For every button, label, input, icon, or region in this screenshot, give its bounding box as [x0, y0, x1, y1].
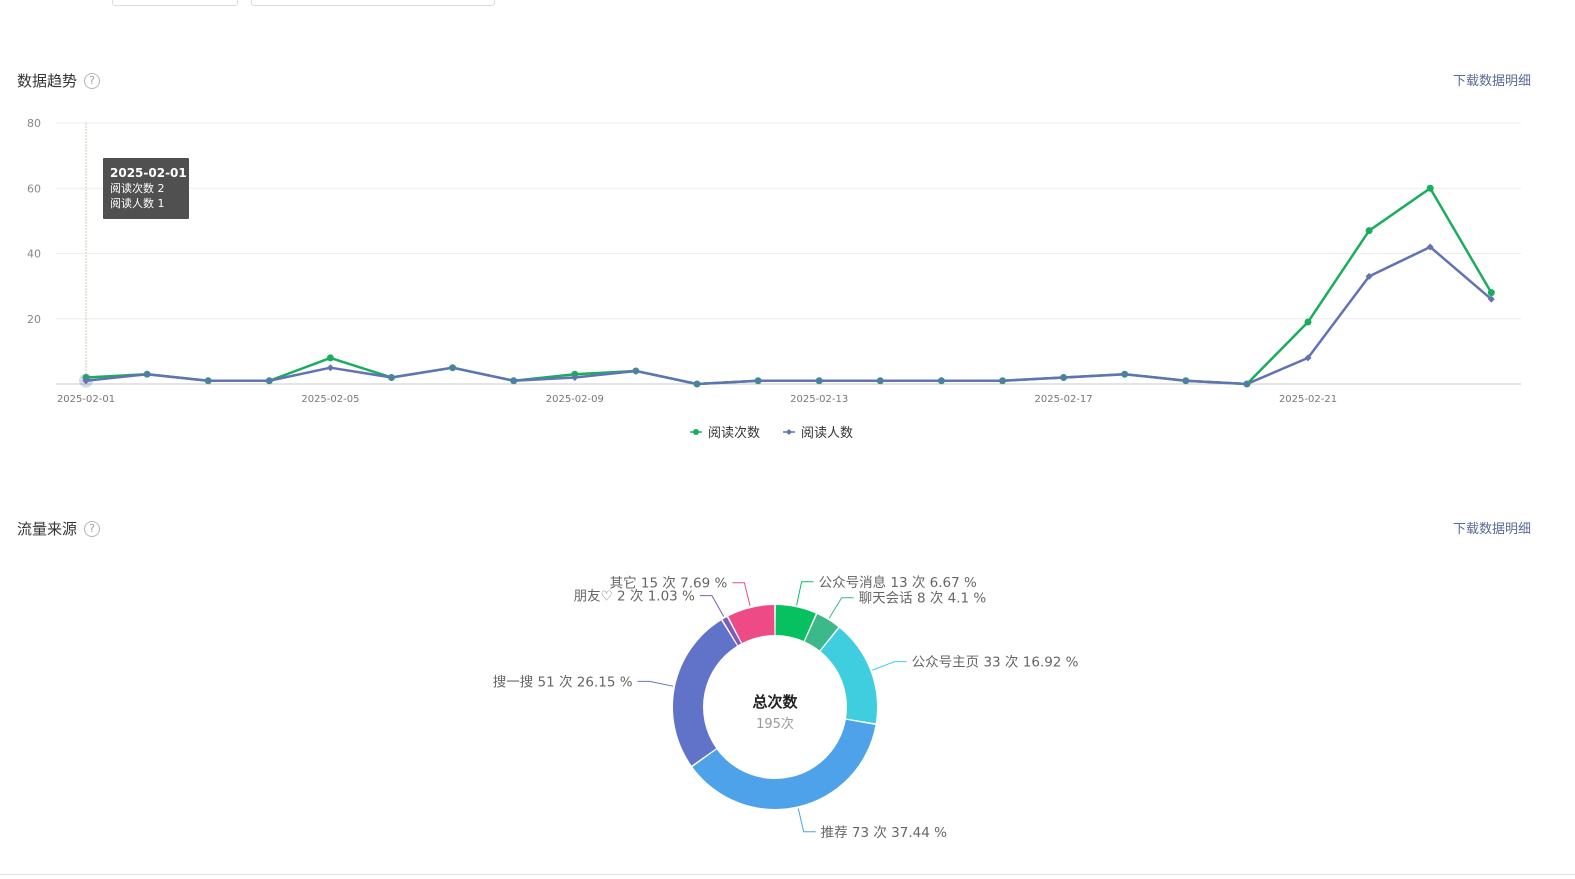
- data-point-readers[interactable]: [1487, 295, 1495, 303]
- data-point-reads[interactable]: [1487, 289, 1495, 297]
- data-point-readers[interactable]: [449, 364, 457, 372]
- data-point-readers[interactable]: [143, 370, 151, 378]
- x-tick-label: 2025-02-17: [1035, 394, 1093, 405]
- slice-label-leader: [872, 661, 907, 671]
- help-icon[interactable]: ?: [84, 520, 101, 537]
- series-line-reads: [85, 187, 1493, 386]
- legend-item-reads[interactable]: 阅读次数: [690, 425, 760, 441]
- slice-label: 公众号主页 33 次 16.92 %: [912, 655, 1079, 671]
- legend-item-readers[interactable]: 阅读人数: [783, 426, 853, 441]
- data-point-readers[interactable]: [1182, 377, 1190, 385]
- help-icon[interactable]: ?: [84, 72, 101, 89]
- data-point-readers[interactable]: [632, 367, 640, 375]
- y-tick-label: 20: [27, 313, 41, 326]
- bottom-divider: [0, 874, 1575, 875]
- donut-slice[interactable]: [672, 620, 738, 766]
- data-point-readers[interactable]: [326, 364, 334, 372]
- data-point-readers[interactable]: [388, 373, 395, 381]
- slice-label: 朋友♡ 2 次 1.03 %: [574, 589, 695, 605]
- chart-tooltip: 2025-02-01 阅读次数 2 阅读人数 1: [103, 158, 189, 219]
- data-point-readers[interactable]: [510, 377, 518, 385]
- trend-download-link[interactable]: 下载数据明细: [1452, 74, 1531, 89]
- data-point-reads[interactable]: [1304, 318, 1312, 326]
- data-point-readers[interactable]: [754, 377, 762, 385]
- donut-slice[interactable]: [692, 719, 876, 809]
- slice-label-leader: [828, 597, 854, 619]
- data-point-readers[interactable]: [1060, 373, 1068, 381]
- x-tick-label: 2025-02-05: [301, 394, 359, 405]
- data-point-readers[interactable]: [82, 377, 90, 385]
- trend-line-chart: 20 40 60 80 2025-02-01 2025-02-05 2025-02-09 20…: [27, 117, 1521, 441]
- data-point-reads[interactable]: [1426, 184, 1434, 192]
- slice-label: 聊天会话 8 次 4.1 %: [859, 591, 987, 607]
- data-point-readers[interactable]: [1426, 243, 1434, 251]
- trend-title-text: 数据趋势: [17, 72, 78, 90]
- legend-label: 阅读次数: [708, 425, 760, 441]
- legend-label: 阅读人数: [801, 426, 853, 441]
- data-point-readers[interactable]: [999, 377, 1006, 385]
- x-tick-label: 2025-02-01: [57, 394, 115, 405]
- slice-label: 搜一搜 51 次 26.15 %: [493, 674, 633, 690]
- x-tick-label: 2025-02-21: [1279, 394, 1337, 405]
- tooltip-reads: 阅读次数 2: [110, 181, 165, 195]
- slice-label: 公众号消息 13 次 6.67 %: [819, 574, 977, 591]
- tooltip-readers: 阅读人数 1: [110, 196, 165, 210]
- tooltip-date: 2025-02-01: [110, 166, 187, 180]
- top-date-range-picker[interactable]: [251, 0, 495, 6]
- data-point-readers[interactable]: [937, 377, 945, 385]
- trend-section-title: 数据趋势 ?: [17, 70, 101, 91]
- x-tick-label: 2025-02-13: [790, 394, 848, 405]
- top-filter-select[interactable]: [112, 0, 238, 6]
- slice-label: 推荐 73 次 37.44 %: [821, 825, 947, 841]
- y-tick-label: 80: [27, 117, 41, 130]
- data-point-readers[interactable]: [204, 377, 212, 385]
- y-tick-label: 40: [27, 248, 41, 261]
- data-point-readers[interactable]: [693, 380, 701, 388]
- data-point-readers[interactable]: [265, 377, 273, 385]
- donut-slice[interactable]: [775, 605, 816, 641]
- hover-highlight: [79, 373, 93, 388]
- traffic-source-donut-chart: 公众号消息 13 次 6.67 %聊天会话 8 次 4.1 % 公众号主页 33 …: [493, 574, 1079, 841]
- slice-label-leader: [637, 680, 674, 687]
- donut-center-value: 195次: [756, 716, 794, 732]
- data-point-readers[interactable]: [1365, 272, 1373, 280]
- data-point-readers[interactable]: [815, 377, 823, 385]
- y-tick-label: 60: [27, 182, 41, 195]
- donut-slice[interactable]: [728, 605, 775, 643]
- data-point-reads[interactable]: [326, 354, 334, 362]
- source-section-title: 流量来源 ?: [17, 518, 101, 539]
- slice-label-leader: [797, 808, 816, 833]
- slice-label-leader: [699, 595, 725, 617]
- x-tick-label: 2025-02-09: [546, 394, 604, 405]
- data-point-readers[interactable]: [1304, 354, 1312, 362]
- data-point-reads[interactable]: [1365, 227, 1373, 235]
- series-line-readers: [85, 245, 1493, 386]
- data-point-readers[interactable]: [1243, 380, 1251, 388]
- donut-slice[interactable]: [722, 617, 742, 646]
- donut-slice[interactable]: [820, 627, 877, 724]
- data-point-readers[interactable]: [571, 373, 579, 381]
- slice-label: 其它 15 次 7.69 %: [610, 575, 728, 592]
- source-title-text: 流量来源: [17, 520, 78, 538]
- data-point-readers[interactable]: [1121, 370, 1129, 378]
- data-point-readers[interactable]: [876, 377, 884, 385]
- donut-slice[interactable]: [804, 614, 839, 651]
- slice-label-leader: [796, 581, 814, 606]
- donut-center-title: 总次数: [752, 693, 798, 711]
- slice-label-leader: [732, 582, 751, 607]
- source-download-link[interactable]: 下载数据明细: [1452, 522, 1531, 537]
